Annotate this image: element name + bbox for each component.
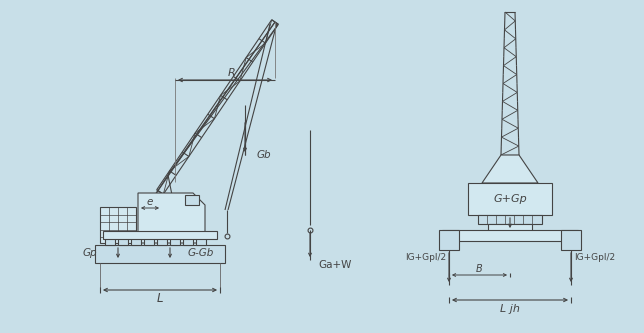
Text: B: B (476, 264, 483, 274)
Text: G+Gp: G+Gp (493, 194, 527, 204)
Text: L jh: L jh (500, 304, 520, 314)
Bar (170, 237, 180, 245)
Bar (144, 237, 154, 245)
Text: Gp: Gp (82, 248, 97, 258)
Bar (157, 237, 167, 245)
Text: lG+Gpl/2: lG+Gpl/2 (405, 253, 446, 262)
Bar (95, 245, 225, 263)
Bar (131, 237, 141, 245)
Bar (561, 230, 581, 250)
Bar (478, 215, 542, 224)
Bar (442, 230, 578, 241)
Text: Gb: Gb (257, 150, 272, 160)
Bar (439, 230, 459, 250)
Bar (183, 237, 193, 245)
Text: e: e (147, 197, 153, 207)
Bar (196, 237, 206, 245)
Bar (100, 207, 136, 243)
Polygon shape (482, 155, 538, 183)
Bar (488, 224, 532, 240)
Bar (185, 195, 199, 205)
Text: L: L (156, 292, 163, 305)
Text: G-Gb: G-Gb (188, 248, 214, 258)
Bar (118, 237, 128, 245)
Text: R: R (228, 68, 236, 78)
Bar (105, 237, 115, 245)
Bar (468, 183, 552, 215)
Text: lG+Gpl/2: lG+Gpl/2 (574, 253, 615, 262)
Text: Ga+W: Ga+W (318, 260, 352, 270)
Polygon shape (138, 193, 205, 243)
Bar (103, 231, 217, 239)
